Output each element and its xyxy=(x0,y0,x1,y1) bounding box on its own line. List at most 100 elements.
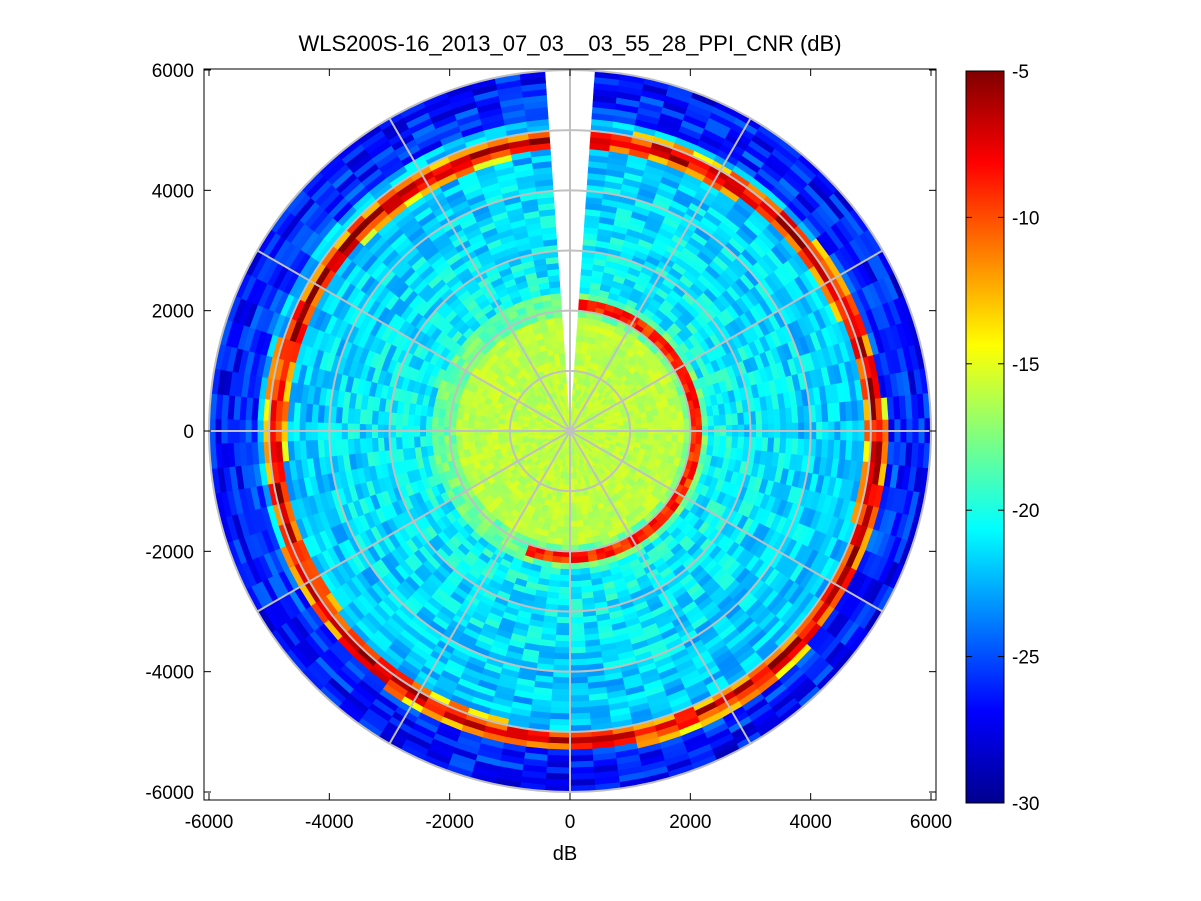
heat-cell xyxy=(611,425,619,430)
heat-cell xyxy=(497,432,505,439)
heat-cell xyxy=(485,433,493,441)
heat-cell xyxy=(556,520,565,528)
heat-cell xyxy=(485,421,493,429)
heat-cell xyxy=(569,628,585,636)
heat-cell xyxy=(569,760,594,769)
heat-cell xyxy=(431,416,439,427)
heat-cell xyxy=(455,418,463,428)
heat-cell xyxy=(419,414,427,427)
heat-cell xyxy=(569,718,591,727)
chart-title: WLS200S-16_2013_07_03__03_55_28_PPI_CNR … xyxy=(298,31,841,56)
heat-cell xyxy=(574,496,581,504)
heat-cell xyxy=(659,420,667,429)
heat-cell xyxy=(575,334,584,342)
heat-cell xyxy=(575,520,584,528)
heat-cell xyxy=(546,760,571,769)
heat-cell xyxy=(550,700,571,709)
heat-cell xyxy=(554,634,571,642)
heat-cell xyxy=(641,422,649,429)
heat-cell xyxy=(479,433,487,441)
heat-cell xyxy=(413,414,421,427)
heat-cell xyxy=(550,694,571,703)
heat-cell xyxy=(555,628,571,636)
heat-cell xyxy=(554,646,571,654)
heat-cell xyxy=(491,433,499,440)
heat-cell xyxy=(547,736,571,745)
heat-cell xyxy=(569,754,594,763)
heat-cell xyxy=(559,574,571,582)
heat-cell xyxy=(555,525,564,534)
heat-cell xyxy=(725,436,733,449)
heat-cell xyxy=(473,420,481,429)
heat-cell xyxy=(569,682,589,691)
heat-cell xyxy=(556,616,571,624)
heat-cell xyxy=(569,652,587,660)
heat-cell xyxy=(497,437,506,444)
heat-cell xyxy=(569,562,581,570)
heat-cell xyxy=(577,316,587,325)
heat-cell xyxy=(437,416,445,427)
heat-cell xyxy=(647,421,655,429)
heat-cell xyxy=(560,556,571,564)
heat-cell xyxy=(554,531,564,540)
heat-cell xyxy=(576,322,586,331)
heat-cell xyxy=(479,421,487,429)
heat-cell xyxy=(559,568,571,576)
heat-cell xyxy=(569,574,581,582)
heat-cell xyxy=(677,434,685,444)
heat-cell xyxy=(569,568,581,576)
heat-cell xyxy=(677,418,685,428)
heat-cell xyxy=(577,537,587,546)
heat-cell xyxy=(554,640,571,648)
heat-cell xyxy=(425,415,433,427)
heat-cell xyxy=(701,416,709,427)
heat-cell xyxy=(725,413,733,426)
heat-cell xyxy=(557,598,571,606)
heat-cell xyxy=(695,416,703,427)
heat-cell xyxy=(559,562,571,570)
heat-cell xyxy=(555,622,571,630)
heat-cell xyxy=(491,438,500,445)
heat-cell xyxy=(485,438,494,446)
heat-cell xyxy=(569,634,586,642)
heat-cell xyxy=(617,424,625,430)
heat-cell xyxy=(665,419,673,428)
heat-cell xyxy=(455,434,463,444)
heat-cell xyxy=(407,413,415,426)
heat-cell xyxy=(549,712,571,721)
heat-cell xyxy=(549,718,571,727)
heat-cell xyxy=(707,435,715,447)
heat-cell xyxy=(515,432,523,438)
heat-cell xyxy=(634,418,643,425)
heat-cell xyxy=(551,688,571,697)
heat-cell xyxy=(461,419,469,428)
heat-cell xyxy=(574,502,582,510)
heat-cell xyxy=(576,328,585,337)
heat-cell xyxy=(467,434,475,443)
heat-cell xyxy=(569,658,587,666)
heat-cell xyxy=(653,421,661,429)
heat-cell xyxy=(646,416,655,424)
heat-cell xyxy=(719,435,727,448)
heat-cell xyxy=(719,414,727,427)
heat-cell xyxy=(665,434,673,443)
heat-cell xyxy=(551,682,571,691)
heat-cell xyxy=(557,592,571,600)
heat-cell xyxy=(569,748,594,757)
heat-cell xyxy=(671,434,679,443)
heat-cell xyxy=(569,556,580,564)
heat-cell xyxy=(562,520,571,528)
heat-cell xyxy=(549,706,571,715)
heat-cell xyxy=(707,415,715,427)
heat-cell xyxy=(569,736,593,745)
heat-cell xyxy=(569,694,590,703)
heat-cell xyxy=(569,592,583,600)
heat-cell xyxy=(546,748,571,757)
cnr-heatmap xyxy=(208,70,932,793)
heat-cell xyxy=(576,531,586,540)
heat-cell xyxy=(569,676,588,685)
heat-cell xyxy=(413,435,421,448)
heat-cell xyxy=(701,435,709,446)
heat-cell xyxy=(569,640,586,648)
heat-cell xyxy=(521,432,529,437)
